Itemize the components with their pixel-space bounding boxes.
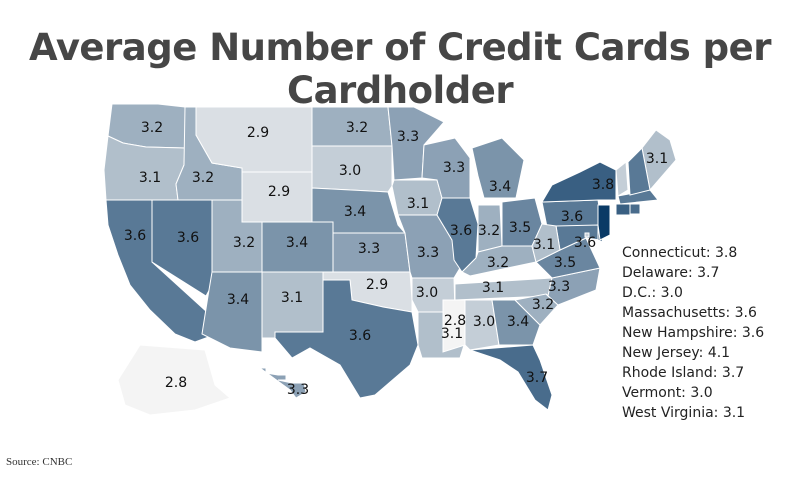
side-label-massachusetts: Massachusetts: 3.6	[622, 305, 757, 321]
side-label-vermont: Vermont: 3.0	[622, 385, 713, 401]
state-value-minnesota: 3.3	[397, 129, 419, 145]
state-hawaii	[258, 367, 307, 399]
state-value-mississippi: 2.8	[444, 313, 466, 329]
state-value-tennessee: 3.1	[482, 280, 504, 296]
state-value-kansas: 3.3	[358, 241, 380, 257]
state-value-hawaii: 3.3	[287, 382, 309, 398]
state-value-alabama: 3.0	[473, 314, 495, 330]
side-label-new-hampshire: New Hampshire: 3.6	[622, 325, 765, 341]
state-value-alaska: 2.8	[165, 375, 187, 391]
state-value-colorado: 3.4	[286, 235, 308, 251]
state-value-ohio: 3.5	[509, 220, 531, 236]
small-states-value-list: Connecticut: 3.8 Delaware: 3.7 D.C.: 3.0…	[622, 243, 764, 423]
state-value-michigan: 3.4	[489, 179, 511, 195]
state-rhode-island	[629, 203, 641, 215]
state-georgia	[491, 299, 541, 346]
state-value-utah: 3.2	[233, 235, 255, 251]
state-value-new-mexico: 3.1	[281, 290, 303, 306]
state-value-nebraska: 3.4	[344, 204, 366, 220]
state-south-dakota	[311, 145, 393, 193]
state-value-indiana: 3.2	[478, 223, 500, 239]
chart-title: Average Number of Credit Cards per Cardh…	[29, 26, 772, 112]
state-texas	[274, 279, 419, 399]
side-label-delaware: Delaware: 3.7	[622, 265, 720, 281]
state-value-missouri: 3.3	[417, 245, 439, 261]
side-label-rhode-island: Rhode Island: 3.7	[622, 365, 745, 381]
state-value-kentucky: 3.2	[487, 255, 509, 271]
side-label-connecticut: Connecticut: 3.8	[622, 245, 738, 261]
state-value-west-virginia: 3.1	[533, 237, 555, 253]
state-alaska	[117, 344, 231, 416]
state-value-illinois: 3.6	[450, 223, 472, 239]
state-value-maine: 3.1	[646, 151, 668, 167]
state-value-idaho: 3.2	[192, 170, 214, 186]
state-value-oklahoma: 2.9	[366, 277, 388, 293]
state-florida	[469, 344, 553, 411]
state-value-south-carolina: 3.2	[532, 297, 554, 313]
side-label-dc: D.C.: 3.0	[622, 285, 683, 301]
state-value-south-dakota: 3.0	[339, 163, 361, 179]
state-value-oregon: 3.1	[139, 170, 161, 186]
state-value-montana: 2.9	[247, 125, 269, 141]
state-value-wisconsin: 3.3	[443, 160, 465, 176]
state-value-arkansas: 3.0	[416, 285, 438, 301]
source-note: Source: CNBC	[6, 456, 73, 468]
state-value-maryland: 3.6	[574, 235, 596, 251]
state-new-york	[541, 161, 617, 203]
state-value-washington: 3.2	[141, 120, 163, 136]
state-vermont	[615, 161, 629, 197]
state-alabama	[464, 299, 500, 351]
state-value-wyoming: 2.9	[268, 184, 290, 200]
state-value-north-carolina: 3.3	[548, 279, 570, 295]
state-value-new-york: 3.8	[592, 177, 614, 193]
state-value-north-dakota: 3.2	[346, 120, 368, 136]
state-arizona	[201, 271, 263, 353]
state-connecticut	[615, 203, 631, 216]
state-value-california: 3.6	[124, 228, 146, 244]
side-label-west-virginia: West Virginia: 3.1	[622, 405, 746, 421]
state-value-arizona: 3.4	[227, 292, 249, 308]
state-value-georgia: 3.4	[507, 314, 529, 330]
state-value-virginia: 3.5	[554, 255, 576, 271]
state-value-texas: 3.6	[349, 328, 371, 344]
state-d-c	[584, 232, 590, 238]
state-value-louisiana: 3.1	[441, 326, 463, 342]
state-value-florida: 3.7	[526, 370, 548, 386]
state-west-virginia	[531, 223, 561, 263]
state-new-hampshire	[627, 146, 651, 196]
state-new-jersey	[597, 204, 611, 241]
side-label-new-jersey: New Jersey: 4.1	[622, 345, 731, 361]
state-value-pennsylvania: 3.6	[561, 209, 583, 225]
state-value-nevada: 3.6	[177, 230, 199, 246]
state-value-iowa: 3.1	[407, 196, 429, 212]
state-michigan	[471, 137, 525, 199]
